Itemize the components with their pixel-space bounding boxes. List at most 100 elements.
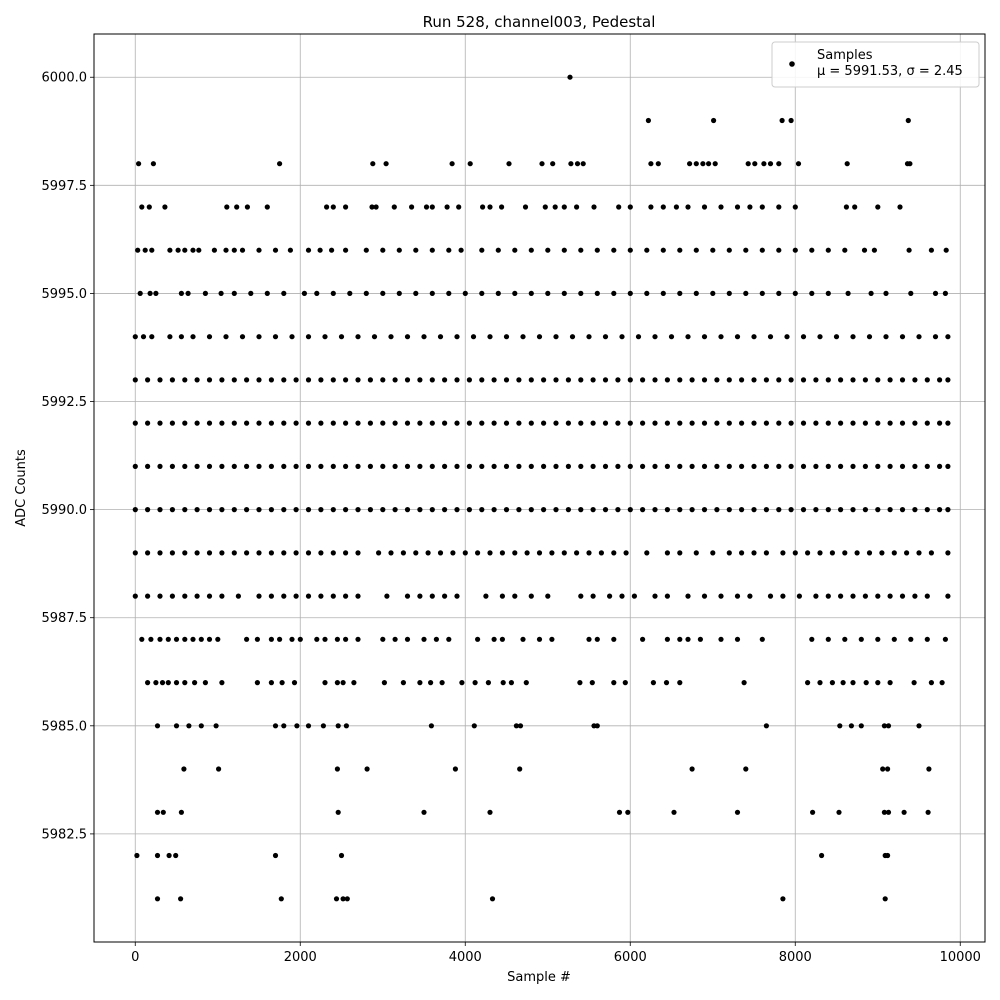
data-point xyxy=(256,420,262,426)
data-point xyxy=(788,463,794,469)
data-point xyxy=(759,247,765,253)
data-point xyxy=(602,334,609,340)
data-point xyxy=(763,463,770,469)
data-point xyxy=(182,247,188,253)
data-point xyxy=(318,550,324,556)
data-point xyxy=(244,636,250,642)
data-point xyxy=(343,593,349,599)
data-point xyxy=(173,636,180,642)
data-point xyxy=(677,636,683,642)
data-point xyxy=(278,896,284,902)
data-point xyxy=(833,334,840,340)
data-point xyxy=(169,377,175,383)
data-point xyxy=(254,636,260,642)
data-point xyxy=(795,161,802,167)
data-point xyxy=(305,507,312,513)
data-point xyxy=(169,463,175,469)
data-point xyxy=(517,766,523,772)
data-point xyxy=(714,377,720,383)
data-point xyxy=(616,204,622,210)
data-point xyxy=(442,463,448,469)
data-point xyxy=(322,334,328,340)
data-point xyxy=(939,680,945,686)
data-point xyxy=(623,550,629,556)
data-point xyxy=(739,507,745,513)
data-point xyxy=(553,420,559,426)
data-point xyxy=(169,593,175,599)
data-point xyxy=(256,334,262,340)
data-point xyxy=(355,334,361,340)
data-point xyxy=(726,550,732,556)
data-point xyxy=(219,507,225,513)
data-point xyxy=(391,204,397,210)
data-point xyxy=(901,809,907,815)
data-point xyxy=(916,550,922,556)
data-point xyxy=(489,896,496,902)
data-point xyxy=(334,680,340,686)
data-point xyxy=(945,593,951,599)
data-point xyxy=(602,507,609,513)
data-point xyxy=(881,809,888,815)
data-point xyxy=(924,463,930,469)
data-point xyxy=(244,507,250,513)
data-point xyxy=(231,507,237,513)
data-point xyxy=(297,636,303,642)
data-point xyxy=(850,377,856,383)
data-point xyxy=(256,377,262,383)
data-point xyxy=(912,377,918,383)
data-point xyxy=(751,377,757,383)
data-point xyxy=(466,377,472,383)
data-point xyxy=(248,290,254,296)
data-point xyxy=(862,420,869,426)
data-point xyxy=(908,290,914,296)
data-point xyxy=(182,680,188,686)
data-point xyxy=(330,290,336,296)
data-point xyxy=(281,550,287,556)
data-point xyxy=(169,550,175,556)
data-point xyxy=(945,550,951,556)
data-point xyxy=(462,550,468,556)
data-point xyxy=(516,463,522,469)
data-point xyxy=(194,420,200,426)
data-point xyxy=(145,680,151,686)
data-point xyxy=(491,377,497,383)
data-point xyxy=(206,550,213,556)
data-point xyxy=(635,334,642,340)
data-point xyxy=(159,680,166,686)
data-point xyxy=(454,507,460,513)
data-point xyxy=(565,507,572,513)
data-point xyxy=(800,334,807,340)
data-point xyxy=(763,550,770,556)
data-point xyxy=(689,463,695,469)
data-point xyxy=(578,463,584,469)
data-point xyxy=(784,334,790,340)
data-point xyxy=(734,204,741,210)
data-point xyxy=(891,550,897,556)
data-point xyxy=(561,204,567,210)
data-point xyxy=(850,420,856,426)
data-point xyxy=(594,290,600,296)
data-point xyxy=(660,290,666,296)
data-point xyxy=(268,507,274,513)
data-point xyxy=(862,463,869,469)
data-point xyxy=(602,463,609,469)
data-point xyxy=(689,377,695,383)
data-point xyxy=(899,377,906,383)
data-point xyxy=(685,334,691,340)
data-point xyxy=(616,809,623,815)
data-point xyxy=(825,247,831,253)
legend-marker xyxy=(789,61,795,67)
data-point xyxy=(907,161,913,167)
data-point xyxy=(928,680,935,686)
data-point xyxy=(404,507,411,513)
data-point xyxy=(677,507,683,513)
data-point xyxy=(664,420,671,426)
data-point xyxy=(627,507,633,513)
data-point xyxy=(219,420,225,426)
data-point xyxy=(912,507,918,513)
y-tick-label: 5985.0 xyxy=(42,719,88,734)
data-point xyxy=(650,680,657,686)
data-point xyxy=(503,463,510,469)
data-point xyxy=(528,593,534,599)
data-point xyxy=(850,680,856,686)
